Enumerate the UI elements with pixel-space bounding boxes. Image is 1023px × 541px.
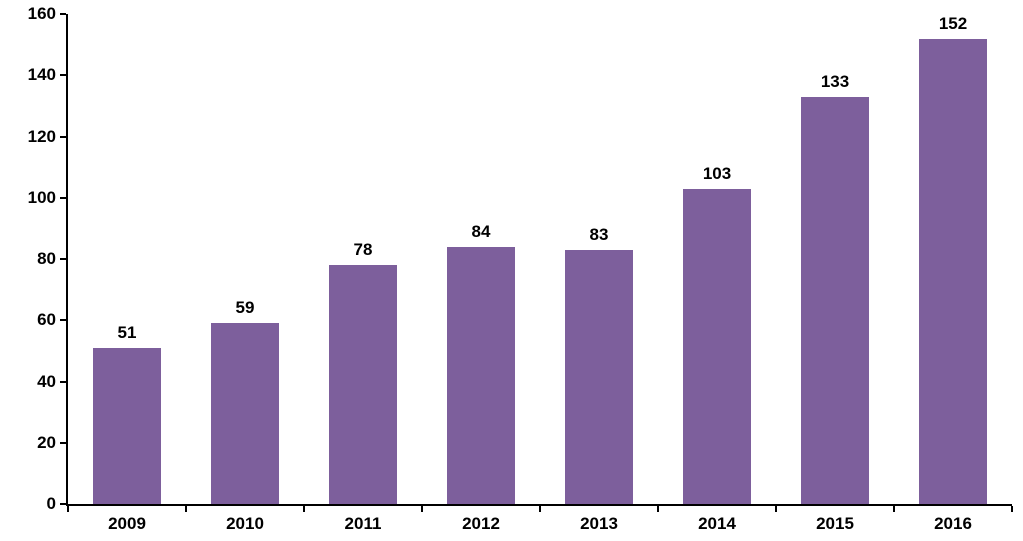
y-tick-label: 0 <box>47 494 56 514</box>
y-tick-label: 80 <box>37 249 56 269</box>
x-category-label: 2010 <box>226 514 264 534</box>
x-tick-mark <box>303 506 305 512</box>
x-tick-mark <box>775 506 777 512</box>
bar-value-label: 78 <box>354 240 373 260</box>
x-tick-mark <box>893 506 895 512</box>
y-tick-mark <box>60 503 66 505</box>
x-category-label: 2014 <box>698 514 736 534</box>
x-category-label: 2009 <box>108 514 146 534</box>
x-category-label: 2016 <box>934 514 972 534</box>
bar-value-label: 51 <box>118 323 137 343</box>
y-tick-label: 60 <box>37 310 56 330</box>
y-tick-label: 160 <box>28 4 56 24</box>
y-tick-mark <box>60 136 66 138</box>
bar <box>211 323 279 504</box>
x-tick-mark <box>539 506 541 512</box>
bar-value-label: 103 <box>703 164 731 184</box>
y-tick-label: 100 <box>28 188 56 208</box>
x-category-label: 2011 <box>345 514 382 534</box>
bar-value-label: 83 <box>590 225 609 245</box>
bar-chart: 0 20 40 60 80 100 120 140 160 2009 2010 2011 2012 20… <box>0 0 1023 541</box>
bar <box>683 189 751 504</box>
bar <box>919 39 987 505</box>
y-tick-label: 140 <box>28 65 56 85</box>
x-tick-mark <box>67 506 69 512</box>
bar <box>447 247 515 504</box>
y-tick-mark <box>60 258 66 260</box>
bar-value-label: 133 <box>821 72 849 92</box>
plot-area <box>68 14 1012 504</box>
bar-value-label: 59 <box>236 298 255 318</box>
y-tick-mark <box>60 442 66 444</box>
x-tick-mark <box>421 506 423 512</box>
bar <box>329 265 397 504</box>
bar-value-label: 84 <box>472 222 491 242</box>
bar <box>565 250 633 504</box>
bar <box>93 348 161 504</box>
x-category-label: 2013 <box>580 514 618 534</box>
y-tick-label: 40 <box>37 372 56 392</box>
x-tick-mark <box>185 506 187 512</box>
bar <box>801 97 869 504</box>
y-tick-mark <box>60 197 66 199</box>
x-tick-mark <box>657 506 659 512</box>
x-category-label: 2015 <box>816 514 854 534</box>
x-category-label: 2012 <box>462 514 500 534</box>
y-tick-mark <box>60 381 66 383</box>
y-tick-label: 120 <box>28 127 56 147</box>
y-tick-mark <box>60 74 66 76</box>
bar-value-label: 152 <box>939 14 967 34</box>
y-tick-label: 20 <box>37 433 56 453</box>
x-tick-mark <box>1011 506 1013 512</box>
y-tick-mark <box>60 319 66 321</box>
y-tick-mark <box>60 13 66 15</box>
